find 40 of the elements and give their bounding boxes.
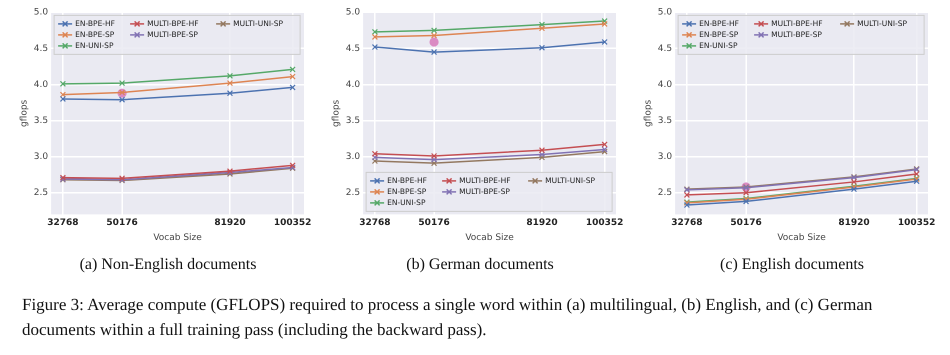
y-tick-label: 3.0	[346, 152, 360, 162]
x-tick-label: 50176	[418, 218, 450, 228]
x-tick-label: 100352	[898, 218, 936, 228]
y-tick-label: 3.0	[658, 152, 672, 162]
caption: Figure 3: Average compute (GFLOPS) required to process a single word within (a) multilingual, (b) English, and (c) German documents within a full training pass (including the backward pass).	[22, 294, 874, 341]
y-tick-label: 4.5	[34, 44, 48, 54]
x-axis-title: Vocab Size	[465, 232, 514, 243]
x-tick-label: 32768	[47, 218, 79, 228]
text: (a) Non-English documents	[78, 256, 258, 274]
y-tick-label: 4.0	[34, 80, 48, 90]
x-tick-label: 32768	[359, 218, 391, 228]
y-tick-label: 4.0	[346, 80, 360, 90]
y-tick-label: 3.5	[658, 116, 672, 126]
y-tick-label: 3.5	[346, 116, 360, 126]
x-tick-label: 32768	[671, 218, 703, 228]
y-tick-label: 2.5	[34, 188, 48, 198]
y-axis-title: gflops	[644, 99, 654, 128]
y-tick-label: 3.0	[34, 152, 48, 162]
y-tick-label: 2.5	[346, 188, 360, 198]
x-tick-label: 100352	[586, 218, 624, 228]
x-tick-label: 100352	[274, 218, 312, 228]
x-tick-label: 50176	[106, 218, 138, 228]
y-tick-label: 4.5	[658, 44, 672, 54]
y-tick-label: 4.0	[658, 80, 672, 90]
y-tick-label: 3.5	[34, 116, 48, 126]
x-axis-title: Vocab Size	[153, 232, 202, 243]
text: (c) English documents	[719, 256, 865, 274]
x-axis-title: Vocab Size	[777, 232, 826, 243]
y-tick-label: 2.5	[658, 188, 672, 198]
x-tick-label: 81920	[526, 218, 558, 228]
y-axis-title: gflops	[20, 99, 30, 128]
y-tick-label: 5.0	[346, 8, 360, 18]
y-tick-label: 4.5	[346, 44, 360, 54]
y-tick-label: 5.0	[34, 8, 48, 18]
x-tick-label: 81920	[214, 218, 246, 228]
text: (b) German documents	[405, 256, 555, 274]
x-tick-label: 81920	[838, 218, 870, 228]
y-axis-title: gflops	[332, 99, 342, 128]
y-tick-label: 5.0	[658, 8, 672, 18]
x-tick-label: 50176	[730, 218, 762, 228]
